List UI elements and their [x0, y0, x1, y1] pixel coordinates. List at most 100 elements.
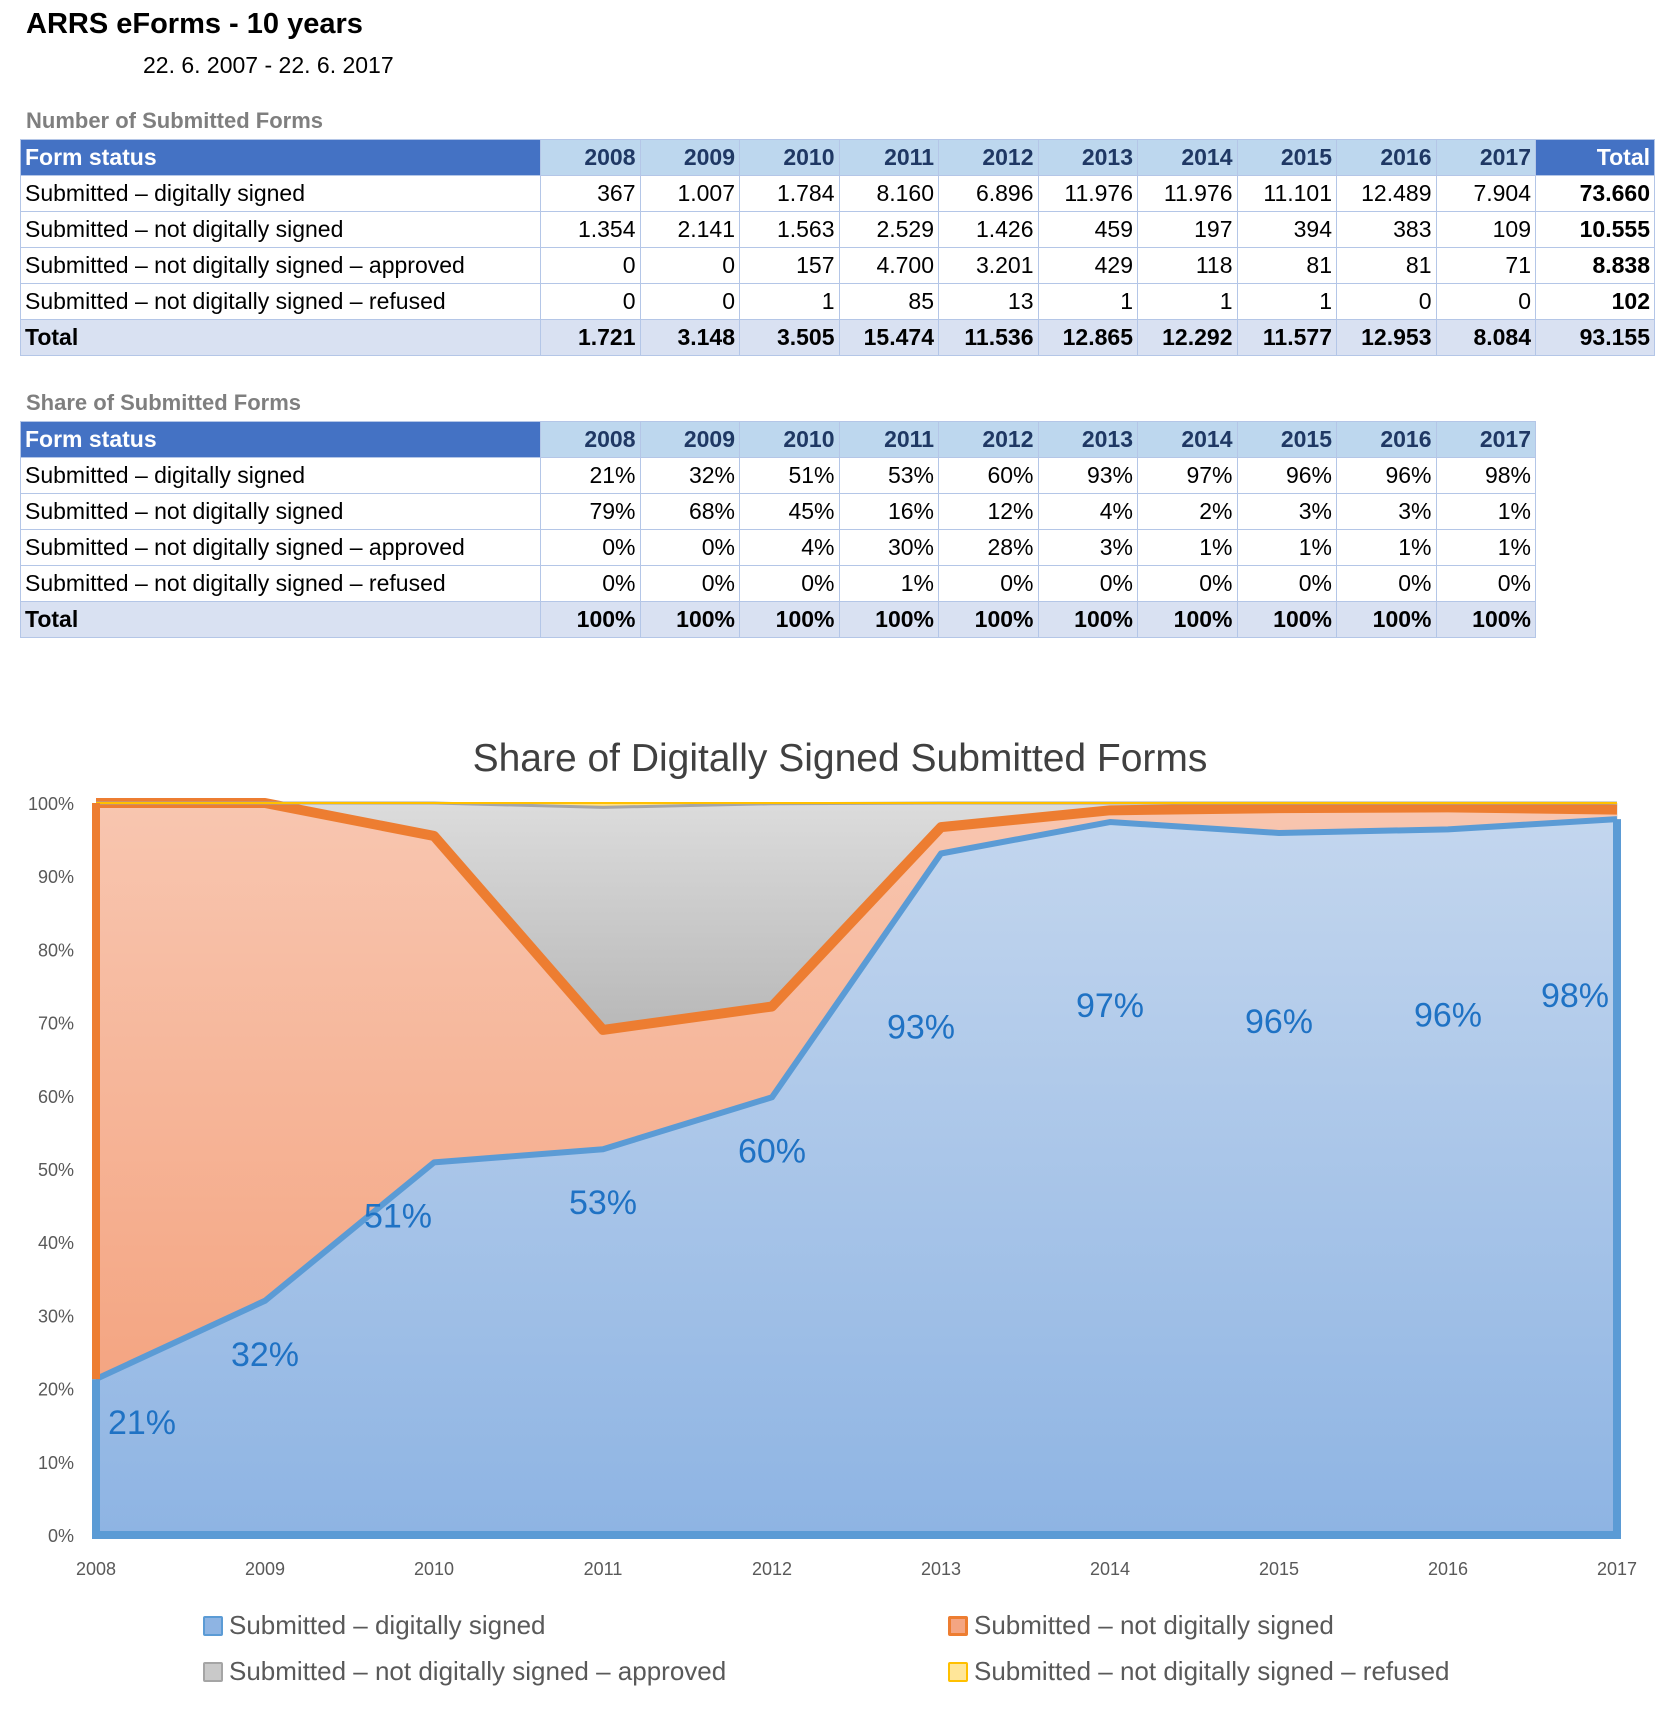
x-tick-label: 2015	[1259, 1559, 1299, 1579]
table-cell: 15.474	[838, 319, 939, 356]
legend-label: Submitted – digitally signed	[229, 1610, 546, 1640]
year-header: 2017	[1435, 421, 1536, 458]
legend-label: Submitted – not digitally signed	[974, 1610, 1334, 1640]
table-cell: 100%	[1137, 601, 1238, 638]
y-tick-label: 90%	[38, 867, 74, 887]
table-cell: 93%	[1037, 457, 1138, 494]
table-cell: 0%	[1435, 565, 1536, 602]
table-cell: 11.536	[938, 319, 1039, 356]
table-cell: 100%	[1236, 601, 1337, 638]
data-label: 51%	[364, 1197, 432, 1235]
x-tick-label: 2013	[921, 1559, 961, 1579]
table-cell: 3%	[1037, 529, 1138, 566]
table-cell: 4.700	[838, 247, 939, 284]
x-tick-label: 2012	[752, 1559, 792, 1579]
data-label: 93%	[887, 1009, 955, 1047]
table-cell: 12.865	[1037, 319, 1138, 356]
table-cell: 109	[1435, 211, 1536, 248]
table-cell: 1	[739, 283, 840, 320]
table-cell: 100%	[540, 601, 641, 638]
year-header: 2012	[938, 139, 1039, 176]
table-cell: 71	[1435, 247, 1536, 284]
table-total-row: Total 100% 100% 100% 100% 100% 100% 100% 100% 100…	[20, 601, 1536, 638]
form-status-header: Form status	[20, 139, 541, 176]
data-label: 21%	[108, 1404, 176, 1442]
table-cell: 100%	[1037, 601, 1138, 638]
year-header: 2009	[639, 139, 740, 176]
table-cell: 1.426	[938, 211, 1039, 248]
table-cell: 98%	[1435, 457, 1536, 494]
page-title: ARRS eForms - 10 years	[26, 8, 363, 40]
table-cell: 1.784	[739, 175, 840, 212]
year-header: 2014	[1137, 421, 1238, 458]
table-cell: 3%	[1336, 493, 1437, 530]
table-cell: 11.577	[1236, 319, 1337, 356]
legend-swatch-yellow	[948, 1661, 968, 1682]
table-cell: 100%	[1435, 601, 1536, 638]
row-total-cell: 10.555	[1535, 211, 1655, 248]
table-cell: 11.976	[1137, 175, 1238, 212]
year-header: 2011	[838, 421, 939, 458]
area-series-digitally-signed-border	[92, 819, 1621, 1539]
table-cell: 11.101	[1236, 175, 1337, 212]
table-row: Submitted – not digitally signed – appro…	[20, 247, 1655, 284]
table-cell: 0%	[938, 565, 1039, 602]
y-tick-label: 80%	[38, 940, 74, 960]
row-total-cell: 73.660	[1535, 175, 1655, 212]
area-series-not-digitally-signed	[96, 803, 1617, 1380]
table-cell: 0%	[1137, 565, 1238, 602]
year-header: 2009	[639, 421, 740, 458]
table-cell: 0%	[540, 565, 641, 602]
data-label: 32%	[231, 1336, 299, 1374]
table-cell: 7.904	[1435, 175, 1536, 212]
row-label: Submitted – not digitally signed – refus…	[20, 565, 541, 602]
area-series-digitally-signed	[96, 819, 1617, 1535]
table-cell: 4%	[1037, 493, 1138, 530]
row-label: Submitted – digitally signed	[20, 457, 541, 494]
row-label: Total	[20, 319, 541, 356]
row-label: Submitted – not digitally signed – appro…	[20, 247, 541, 284]
year-header: 2014	[1137, 139, 1238, 176]
legend-item-approved: Submitted – not digitally signed – appro…	[203, 1656, 726, 1687]
data-label: 96%	[1245, 1003, 1313, 1041]
table-cell: 28%	[938, 529, 1039, 566]
row-label: Submitted – not digitally signed	[20, 211, 541, 248]
table-cell: 3.505	[739, 319, 840, 356]
table-cell: 32%	[639, 457, 740, 494]
share-table-header-row: Form status 2008 2009 2010 2011 2012 201…	[20, 421, 1536, 458]
legend-item-refused: Submitted – not digitally signed – refus…	[948, 1656, 1450, 1687]
date-range: 22. 6. 2007 - 22. 6. 2017	[143, 52, 394, 78]
table-cell: 1%	[1435, 493, 1536, 530]
x-tick-label: 2010	[414, 1559, 454, 1579]
table-cell: 1.354	[540, 211, 641, 248]
table-cell: 1	[1236, 283, 1337, 320]
year-header: 2010	[739, 421, 840, 458]
year-header: 2015	[1236, 421, 1337, 458]
table-cell: 8.084	[1435, 319, 1536, 356]
table-cell: 12.489	[1336, 175, 1437, 212]
y-tick-label: 70%	[38, 1014, 74, 1034]
table-total-row: Total 1.721 3.148 3.505 15.474 11.536 12.865 12…	[20, 319, 1655, 356]
table-cell: 1.721	[540, 319, 641, 356]
table-cell: 45%	[739, 493, 840, 530]
table-cell: 6.896	[938, 175, 1039, 212]
table-cell: 96%	[1236, 457, 1337, 494]
table-row: Submitted – not digitally signed 1.354 2.1…	[20, 211, 1655, 248]
data-label: 96%	[1414, 996, 1482, 1034]
table-cell: 0%	[1336, 565, 1437, 602]
table-row: Submitted – not digitally signed 79% 68% 45…	[20, 493, 1536, 530]
legend-swatch-orange	[948, 1615, 968, 1636]
table-cell: 1.563	[739, 211, 840, 248]
count-table: Form status 2008 2009 2010 2011 2012 201…	[20, 139, 1655, 356]
area-series-not-digitally-signed-line	[96, 798, 1618, 1035]
table-row: Submitted – not digitally signed – appro…	[20, 529, 1536, 566]
data-label: 97%	[1076, 987, 1144, 1025]
y-tick-label: 0%	[48, 1526, 74, 1546]
x-tick-label: 2011	[584, 1559, 623, 1579]
table-cell: 12.292	[1137, 319, 1238, 356]
table-cell: 13	[938, 283, 1039, 320]
table-cell: 0%	[540, 529, 641, 566]
table-cell: 2%	[1137, 493, 1238, 530]
table-row: Submitted – not digitally signed – refus…	[20, 565, 1536, 602]
share-table-title: Share of Submitted Forms	[26, 390, 302, 415]
